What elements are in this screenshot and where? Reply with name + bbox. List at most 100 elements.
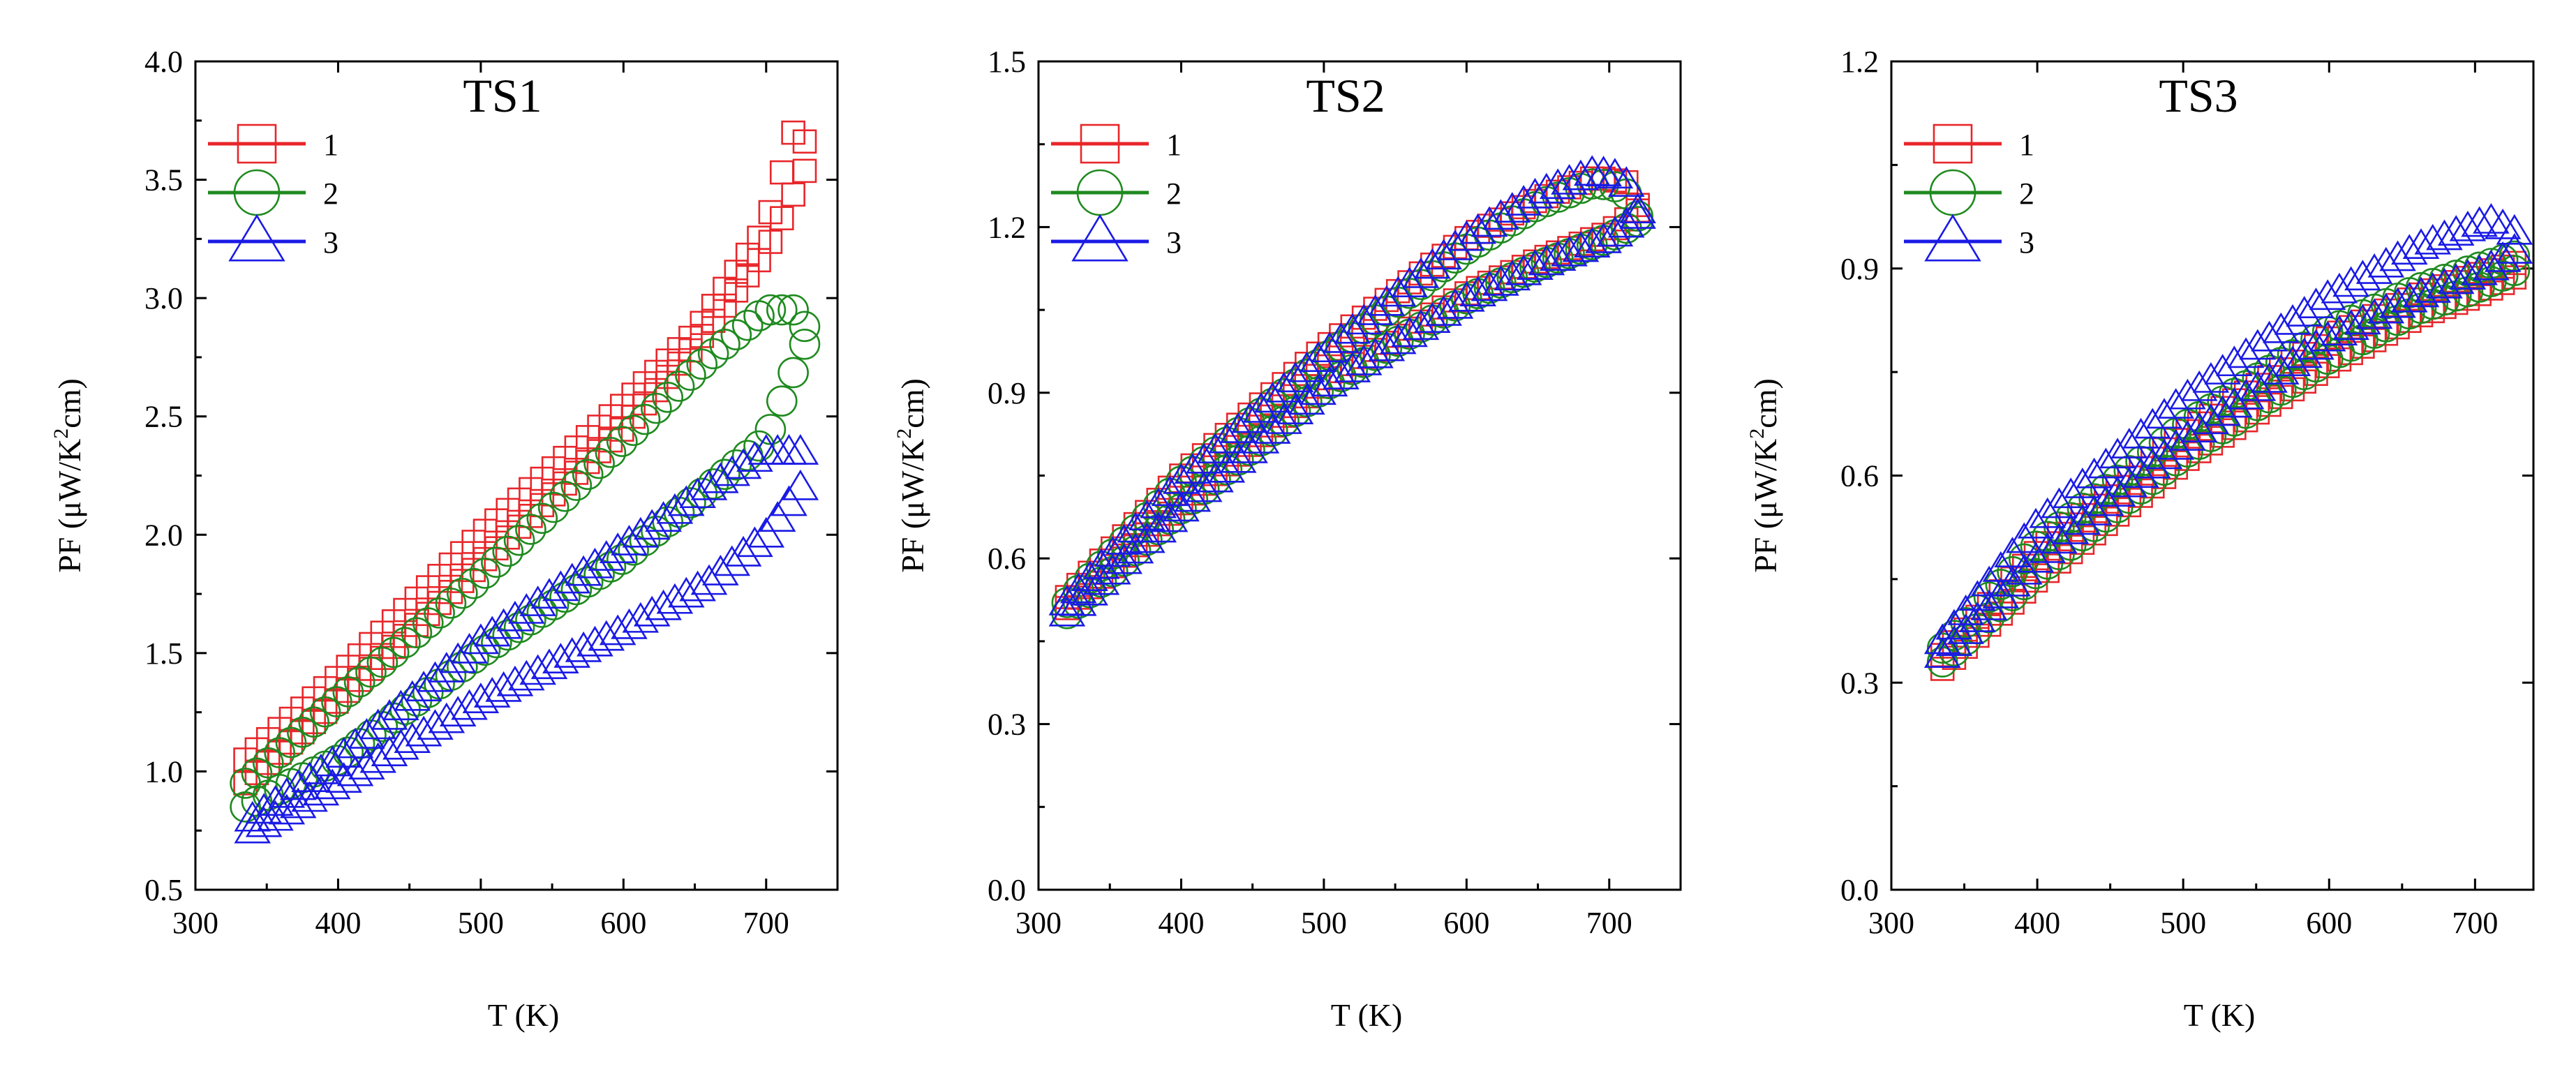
ts3-triangle-marker-3 [1970,589,2008,620]
ts2-legend-item-3: 3 [1051,214,1182,262]
ts2-circle-marker-2 [1428,251,1459,283]
ts3-triangle-marker-3 [2134,408,2171,439]
ts1-circle-marker-2 [766,385,798,417]
ts1-circle-marker-2 [629,403,661,435]
ts2-y-tick-label: 1.5 [988,45,1026,79]
ts2-triangle-marker-3 [1276,394,1314,425]
ts1-circle-marker-2 [572,566,604,598]
ts2-y-tick-label: 0.6 [988,542,1026,576]
ts2-triangle-marker-3 [1357,294,1394,325]
ts2-triangle-marker-3 [1596,216,1634,247]
ts2-triangle-marker-3 [1082,564,1120,595]
ts2-triangle-marker-3 [1585,222,1622,253]
ts1-square-marker-1 [792,129,817,154]
ts1-triangle-marker-3 [291,781,328,812]
ts3-triangle-marker-3 [1959,602,1996,632]
ts2-triangle-marker-3 [1059,572,1097,604]
ts3-legend-item-2: 2 [1904,169,2034,216]
panel-ts2: 300 400 500 600 700 0.0 0.3 0.6 0.9 1.2 1.5 T (K) PF… [893,45,1682,1033]
ts1-y-tick-label: 1.0 [144,754,183,789]
ts1-circle-marker-2 [675,359,706,391]
ts1-triangle-marker-3 [622,516,660,548]
ts1-circle-marker-2 [537,589,569,620]
ts3-triangle-marker-3 [2437,215,2475,246]
ts1-circle-marker-2 [515,604,546,636]
ts3-x-tick-label: 700 [2452,906,2498,940]
ts3-triangle-marker-3 [2134,447,2171,479]
ts2-triangle-marker-3 [1334,313,1371,344]
ts1-triangle-marker-3 [736,441,773,472]
ts1-triangle-marker-3 [588,539,625,571]
ts1-circle-marker-2 [618,415,649,447]
ts3-triangle-marker-3 [2157,388,2195,419]
ts3-triangle-marker-3 [2216,387,2253,418]
ts3-circle-marker-2 [1973,581,2005,613]
ts1-triangle-marker-3 [496,600,534,632]
ts3-triangle-marker-3 [2122,417,2159,449]
ts2-triangle-marker-3 [1071,574,1108,606]
ts1-legend-item-3: 3 [208,214,338,262]
ts3-triangle-marker-3 [2076,457,2113,488]
ts1-triangle-marker-3 [724,535,762,567]
ts1-triangle-marker-3 [302,775,340,806]
ts1-circle-marker-2 [435,588,467,619]
ts1-triangle-marker-3 [451,689,488,720]
ts2-triangle-marker-3 [1300,374,1337,405]
ts3-triangle-marker-3 [2192,403,2230,435]
ts3-x-tick-label: 300 [1868,906,1914,940]
ts1-triangle-marker-3 [405,671,442,702]
ts2-circle-marker-2 [1268,378,1300,410]
ts3-triangle-marker-3 [2239,370,2277,401]
ts1-triangle-marker-3 [348,718,385,749]
ts1-circle-marker-2 [469,634,501,666]
ts1-triangle-marker-3 [519,585,556,616]
ts2-circle-marker-2 [1256,387,1288,419]
ts1-triangle-marker-3 [633,595,671,627]
ts1-triangle-marker-3 [325,737,362,768]
ts1-circle-marker-2 [355,656,387,688]
ts3-x-tick-label: 400 [2014,906,2060,940]
ts3-triangle-marker-3 [2426,267,2463,299]
ts2-legend-square-icon [1080,124,1120,164]
ts3-triangle-marker-3 [2110,466,2148,498]
ts3-legend-label: 1 [2019,128,2034,162]
ts3-circle-marker-2 [2300,323,2332,355]
ts1-triangle-marker-3 [782,434,819,465]
ts1-triangle-marker-3 [770,485,807,516]
ts3-triangle-marker-3 [2262,312,2300,343]
ts3-plot-frame [1890,60,2535,891]
ts3-triangle-marker-3 [2157,428,2195,460]
ts3-triangle-marker-3 [2355,253,2393,284]
ts3-triangle-marker-3 [2087,485,2124,516]
ts3-triangle-marker-3 [2286,337,2323,368]
ts2-triangle-marker-3 [1174,481,1212,512]
ts1-legend-item-2: 2 [208,169,338,216]
ts1-triangle-marker-3 [553,562,591,594]
ts1-triangle-marker-3 [633,509,671,540]
ts3-triangle-marker-3 [2064,504,2101,535]
ts1-triangle-marker-3 [417,661,454,692]
ts1-title: TS1 [463,69,542,122]
ts3-legend-triangle-icon [1924,214,1981,262]
ts1-circle-marker-2 [366,646,399,678]
ts1-circle-marker-2 [355,719,387,751]
ts1-triangle-marker-3 [336,727,374,759]
ts1-triangle-marker-3 [279,769,317,800]
ts1-triangle-marker-3 [747,516,785,548]
ts3-triangle-marker-3 [1947,613,1984,644]
ts3-circle-marker-2 [2067,492,2099,524]
ts1-triangle-marker-3 [736,526,773,558]
ts1-circle-marker-2 [515,514,546,545]
ts1-circle-marker-2 [766,294,798,326]
ts3-circle-marker-2 [2230,397,2262,429]
ts3-triangle-marker-3 [2169,420,2206,451]
ts1-y-axis-label: PF (μW/K2cm) [50,378,87,573]
ts3-triangle-marker-3 [2437,263,2475,294]
ts1-triangle-marker-3 [439,642,477,673]
ts3-triangle-marker-3 [2473,249,2510,281]
ts2-triangle-marker-3 [1288,384,1325,415]
ts3-triangle-marker-3 [2426,219,2463,251]
ts1-triangle-marker-3 [599,532,636,563]
ts3-triangle-marker-3 [2204,395,2241,426]
